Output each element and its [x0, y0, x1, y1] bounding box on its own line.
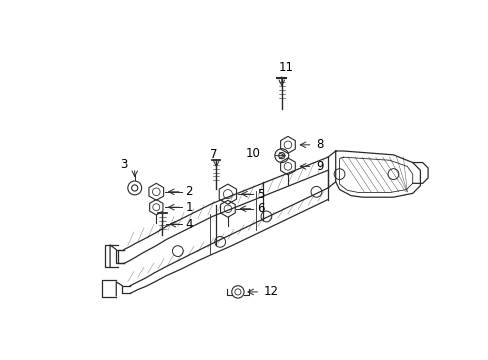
Text: 11: 11 — [278, 61, 293, 74]
Text: 10: 10 — [245, 147, 261, 160]
Text: 4: 4 — [185, 218, 193, 231]
Text: 9: 9 — [316, 160, 323, 173]
Text: 1: 1 — [185, 201, 193, 214]
Text: 8: 8 — [316, 138, 323, 151]
Text: 12: 12 — [264, 285, 279, 298]
Text: 7: 7 — [210, 148, 217, 161]
Text: 3: 3 — [120, 158, 127, 171]
Text: 6: 6 — [257, 202, 264, 215]
Text: 5: 5 — [257, 188, 264, 201]
Text: 2: 2 — [185, 185, 193, 198]
